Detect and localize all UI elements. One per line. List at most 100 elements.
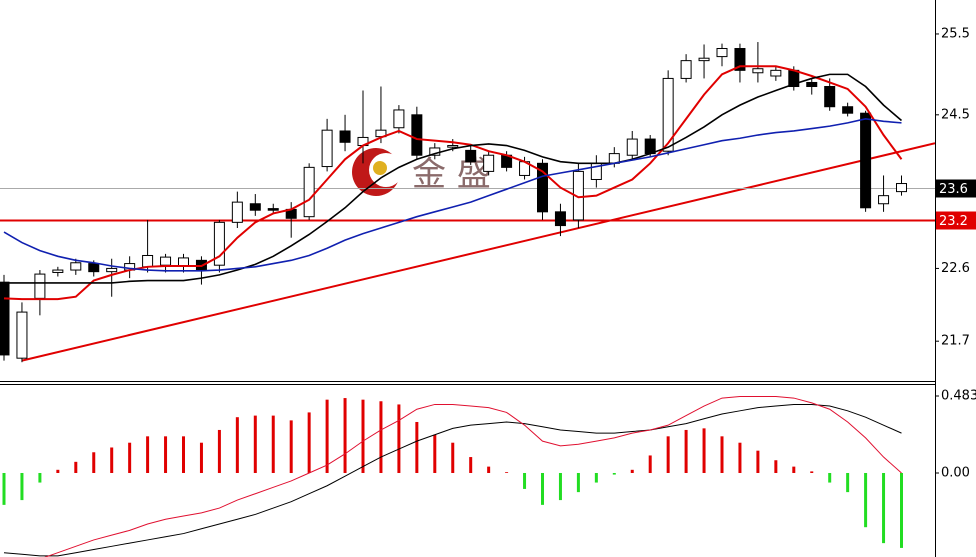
histogram-bar [217, 429, 221, 473]
candle-body [734, 48, 746, 71]
candle-body [824, 86, 836, 108]
histogram-bar [774, 460, 778, 473]
candle-body [806, 81, 818, 88]
y-tick-label: 25.5 [941, 26, 970, 41]
candle-body [393, 109, 405, 129]
histogram-bar [864, 472, 868, 528]
histogram-bar [2, 472, 6, 505]
histogram-bar [684, 429, 688, 473]
histogram-bar [235, 417, 239, 473]
histogram-bar [505, 472, 509, 473]
candle-body [321, 129, 333, 168]
y-tick-label: 0.483 [941, 388, 976, 403]
histogram-bar [666, 436, 670, 473]
histogram-bar [110, 447, 114, 473]
histogram-bar [756, 450, 760, 473]
histogram-bar [182, 436, 185, 473]
moving-average [4, 73, 903, 284]
candle-body [537, 162, 548, 213]
histogram-bar [738, 442, 742, 473]
candle-body [626, 138, 638, 156]
candle-body [752, 68, 764, 74]
y-tick-label: 22.6 [941, 261, 970, 276]
histogram-bar [343, 398, 347, 473]
histogram-bar [361, 399, 365, 473]
histogram-bar [146, 436, 150, 473]
macd-pane [2, 395, 903, 557]
candle-body [52, 269, 64, 273]
histogram-bar [199, 442, 203, 473]
price-pane [0, 42, 935, 363]
candle-body [447, 145, 459, 148]
trendline [21, 142, 935, 362]
histogram-bar [558, 472, 562, 501]
candle-body [106, 267, 118, 273]
candle-body [303, 166, 315, 218]
candle-body [878, 195, 890, 205]
histogram-bar [720, 436, 724, 473]
price-badge-label: 23.2 [939, 214, 968, 229]
candle-body [213, 221, 225, 266]
watermark-logo: 金 盛 [352, 148, 491, 196]
candle-body [770, 69, 782, 77]
watermark-text: 金 盛 [412, 155, 491, 195]
histogram-bar [828, 472, 832, 483]
histogram-bar [541, 472, 544, 505]
histogram-bar [487, 466, 491, 473]
candle-body [554, 211, 566, 227]
candle-body [249, 203, 261, 211]
histogram-bar [164, 436, 168, 473]
candle-body [142, 254, 154, 268]
price-badge [936, 211, 976, 230]
histogram-bar [433, 434, 437, 473]
histogram-bar [702, 428, 706, 473]
candle-body [178, 257, 189, 267]
macd-line [44, 395, 902, 557]
candle-body [896, 183, 907, 193]
histogram-bar [594, 472, 598, 483]
candle-body [34, 273, 46, 299]
histogram-bar [810, 471, 814, 473]
histogram-bar [20, 472, 24, 501]
histogram-bar [469, 457, 473, 473]
histogram-bar [451, 442, 455, 473]
histogram-bar [630, 469, 634, 473]
y-tick-label: 24.5 [941, 107, 970, 122]
candle-body [0, 281, 10, 356]
histogram-bar [882, 472, 886, 544]
histogram-bar [576, 472, 580, 493]
candle-body [680, 60, 692, 79]
histogram-bar [612, 472, 616, 475]
logo-dot [373, 161, 387, 175]
histogram-bar [307, 412, 311, 473]
histogram-bar [128, 442, 132, 473]
candle-body [698, 57, 710, 62]
histogram-bar [38, 472, 42, 483]
price-badge [936, 179, 976, 198]
histogram-bar [792, 466, 796, 473]
histogram-bar [253, 415, 257, 473]
candle-body [231, 201, 243, 223]
histogram-bar [846, 472, 850, 493]
histogram-bar [289, 420, 293, 473]
candle-body [160, 256, 172, 266]
candle-body [339, 130, 351, 143]
candle-body [483, 154, 495, 172]
histogram-bar [415, 421, 419, 473]
histogram-bar [56, 469, 60, 473]
histogram-bar [325, 399, 329, 473]
candle-body [860, 112, 872, 209]
y-tick-label: 0.00 [941, 465, 970, 480]
candle-body [16, 311, 28, 359]
candle-body [70, 262, 82, 271]
candle-body [644, 138, 656, 155]
candle-body [465, 149, 477, 163]
candle-body [716, 48, 728, 58]
histogram-bar [379, 401, 383, 473]
moving-average [3, 118, 902, 272]
candle-body [842, 106, 854, 114]
